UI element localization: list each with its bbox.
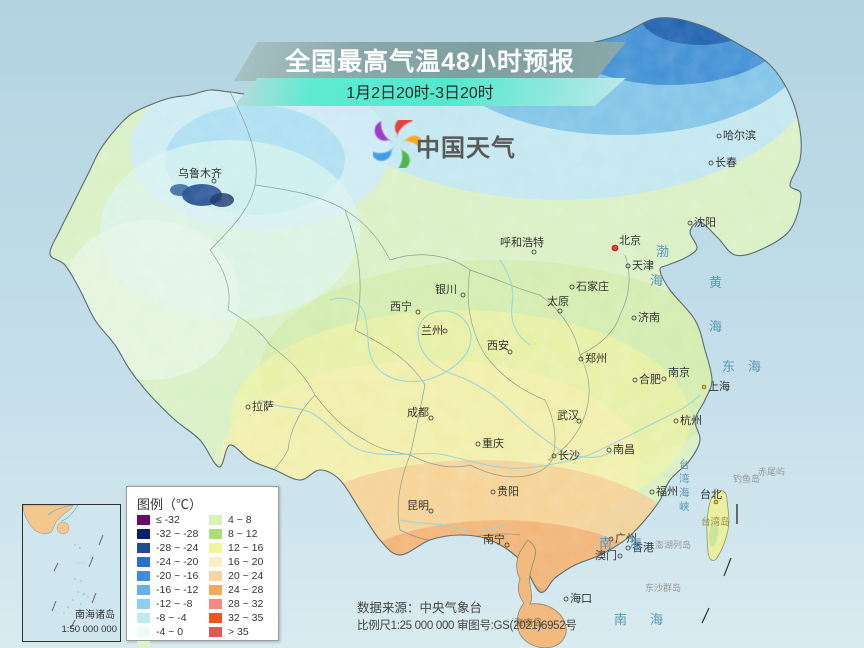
svg-text:贵阳: 贵阳 bbox=[497, 485, 519, 498]
svg-text:台湾岛: 台湾岛 bbox=[701, 516, 730, 528]
svg-text:南昌: 南昌 bbox=[613, 443, 635, 456]
svg-text:海: 海 bbox=[709, 319, 722, 334]
svg-text:武汉: 武汉 bbox=[557, 409, 579, 422]
svg-text:乌鲁木齐: 乌鲁木齐 bbox=[178, 166, 222, 180]
svg-text:合肥: 合肥 bbox=[639, 372, 661, 386]
svg-text:南宁: 南宁 bbox=[483, 532, 505, 546]
svg-text:沈阳: 沈阳 bbox=[694, 215, 716, 229]
svg-text:北京: 北京 bbox=[619, 233, 641, 247]
svg-text:太原: 太原 bbox=[547, 295, 569, 308]
svg-text:长沙: 长沙 bbox=[558, 449, 580, 462]
svg-text:海: 海 bbox=[679, 486, 690, 499]
svg-text:长春: 长春 bbox=[715, 156, 737, 169]
svg-text:兰州: 兰州 bbox=[421, 324, 443, 337]
svg-text:东: 东 bbox=[722, 359, 735, 374]
svg-text:成都: 成都 bbox=[407, 406, 429, 419]
svg-text:哈尔滨: 哈尔滨 bbox=[723, 128, 756, 142]
svg-text:昆明: 昆明 bbox=[407, 499, 429, 512]
svg-text:上海: 上海 bbox=[708, 379, 730, 393]
svg-text:南京: 南京 bbox=[668, 365, 690, 379]
svg-text:澎湖列岛: 澎湖列岛 bbox=[655, 539, 691, 550]
svg-text:海口: 海口 bbox=[570, 591, 592, 605]
svg-text:银川: 银川 bbox=[435, 282, 457, 296]
svg-text:海: 海 bbox=[650, 273, 663, 288]
svg-text:西宁: 西宁 bbox=[390, 299, 412, 313]
svg-text:黄: 黄 bbox=[709, 275, 722, 290]
svg-text:重庆: 重庆 bbox=[482, 436, 504, 450]
svg-text:渤: 渤 bbox=[656, 244, 669, 259]
svg-text:石家庄: 石家庄 bbox=[576, 279, 609, 293]
svg-text:台北: 台北 bbox=[700, 487, 722, 501]
svg-text:钓鱼岛: 钓鱼岛 bbox=[733, 473, 760, 484]
svg-text:海: 海 bbox=[748, 359, 761, 374]
svg-text:东沙群岛: 东沙群岛 bbox=[645, 582, 681, 593]
svg-text:杭州: 杭州 bbox=[680, 413, 702, 427]
svg-text:海: 海 bbox=[650, 612, 663, 627]
svg-text:台: 台 bbox=[679, 458, 690, 471]
svg-text:济南: 济南 bbox=[638, 310, 660, 324]
svg-text:南: 南 bbox=[614, 612, 627, 627]
svg-text:湾: 湾 bbox=[679, 472, 690, 485]
svg-text:天津: 天津 bbox=[632, 259, 654, 272]
svg-text:南: 南 bbox=[599, 536, 612, 551]
svg-text:赤尾屿: 赤尾屿 bbox=[758, 467, 785, 477]
svg-text:西安: 西安 bbox=[487, 338, 509, 352]
svg-text:峡: 峡 bbox=[679, 500, 690, 513]
svg-text:拉萨: 拉萨 bbox=[252, 399, 274, 413]
svg-text:福州: 福州 bbox=[656, 484, 678, 498]
svg-text:郑州: 郑州 bbox=[585, 351, 607, 365]
svg-text:海: 海 bbox=[629, 536, 642, 551]
svg-text:呼和浩特: 呼和浩特 bbox=[500, 235, 544, 249]
